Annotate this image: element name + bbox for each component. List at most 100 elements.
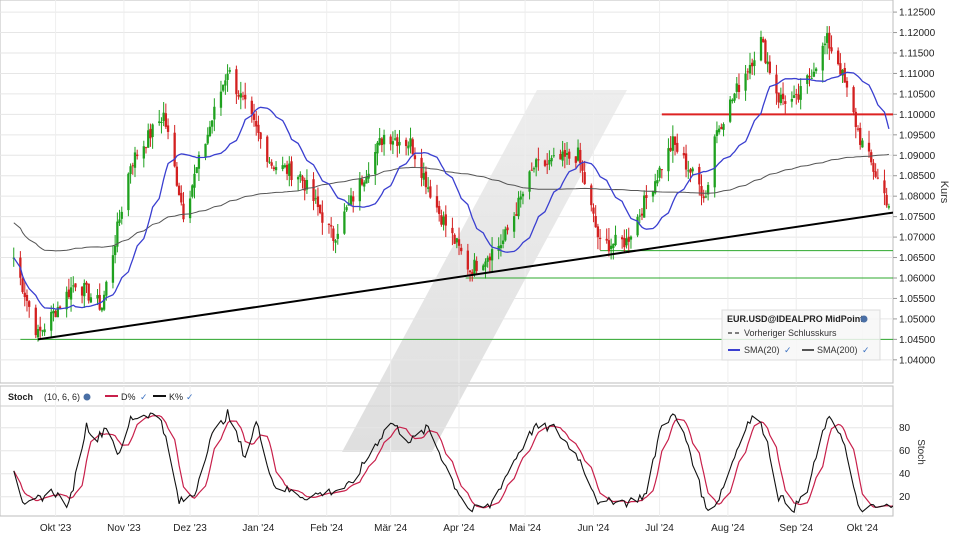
candle-body <box>65 291 68 310</box>
candle-body <box>460 247 463 252</box>
candle-body <box>283 165 287 168</box>
candle-body <box>810 78 813 80</box>
price-tick-label: 1.12000 <box>899 28 936 39</box>
candle-body <box>195 167 198 174</box>
candle-body <box>528 171 531 192</box>
candle-body <box>244 94 247 100</box>
candle-body <box>779 94 782 104</box>
price-tick-label: 1.07500 <box>899 212 936 223</box>
candle-body <box>651 191 655 197</box>
candle-body <box>87 283 90 301</box>
candle-body <box>219 91 223 108</box>
stoch-settings-icon[interactable] <box>83 393 91 401</box>
candle-body <box>23 292 26 298</box>
price-tick-label: 1.10000 <box>899 110 936 121</box>
stoch-d-line <box>13 415 893 509</box>
candle-body <box>413 155 417 160</box>
candle-body <box>457 239 461 246</box>
candle-body <box>352 196 355 202</box>
candle-body <box>378 138 381 145</box>
candle-body <box>235 69 238 95</box>
candle-body <box>885 194 888 206</box>
candle-body <box>579 149 582 164</box>
candle-body <box>515 214 518 216</box>
candle-body <box>360 179 364 185</box>
candle-body <box>345 207 348 211</box>
candle-body <box>592 207 595 214</box>
candle-body <box>133 152 137 168</box>
candle-body <box>812 71 816 77</box>
candle-body <box>581 162 584 171</box>
candle-body <box>669 147 672 151</box>
candle-body <box>550 157 553 162</box>
candle-body <box>623 238 626 248</box>
legend-sma20-check-icon[interactable]: ✓ <box>784 345 792 355</box>
candle-body <box>684 153 688 170</box>
sma200-line <box>13 153 889 252</box>
candle-body <box>706 184 710 195</box>
stoch-grid <box>0 427 893 498</box>
stoch-tick-label: 40 <box>899 469 911 480</box>
candle-body <box>874 171 877 177</box>
legend-sma200-check-icon[interactable]: ✓ <box>862 345 870 355</box>
candle-body <box>438 205 441 214</box>
candle-body <box>548 159 551 165</box>
candle-body <box>837 50 840 65</box>
candle-body <box>365 177 368 184</box>
candle-body <box>733 93 736 101</box>
candle-body <box>129 166 132 175</box>
candle-body <box>41 330 44 332</box>
candle-body <box>409 138 412 147</box>
candle-body <box>535 159 538 168</box>
candle-body <box>393 138 397 140</box>
candle-body <box>861 140 864 148</box>
candle-body <box>28 301 31 307</box>
candle-body <box>316 196 320 208</box>
candle-body <box>455 238 458 243</box>
candle-body <box>543 160 547 166</box>
candle-body <box>484 261 487 267</box>
price-axis-label: Kurs <box>938 181 950 204</box>
candle-body <box>305 179 309 190</box>
candle-body <box>301 176 304 181</box>
candle-body <box>854 111 857 128</box>
candle-body <box>876 177 879 179</box>
candle-body <box>700 185 703 196</box>
candle-body <box>327 223 331 225</box>
candle-body <box>149 128 152 139</box>
date-tick-label: Okt '24 <box>847 523 879 534</box>
candle-body <box>180 192 183 203</box>
stoch-header: Stoch (10, 6, 6) D% ✓ K% ✓ <box>8 392 194 402</box>
candle-body <box>332 228 335 241</box>
legend-sma20: SMA(20) <box>744 345 780 355</box>
candle-body <box>667 148 670 172</box>
candle-body <box>870 152 873 163</box>
candle-body <box>266 136 269 162</box>
candle-body <box>173 132 176 167</box>
candle-body <box>111 255 115 283</box>
stoch-d-check-icon[interactable]: ✓ <box>140 392 148 402</box>
candle-body <box>781 93 785 100</box>
candle-body <box>717 128 721 133</box>
candle-body <box>687 170 690 172</box>
candle-body <box>330 225 333 227</box>
legend-settings-icon[interactable] <box>860 315 868 323</box>
candle-body <box>629 236 633 240</box>
candle-body <box>768 61 771 73</box>
candle-body <box>676 142 679 152</box>
candle-body <box>270 162 273 166</box>
candle-body <box>363 182 366 187</box>
candle-body <box>530 169 533 171</box>
date-tick-label: Dez '23 <box>173 523 207 534</box>
candle-body <box>440 215 443 225</box>
candle-body <box>222 84 225 91</box>
candle-body <box>210 120 214 127</box>
candle-body <box>583 172 586 185</box>
candle-body <box>488 256 492 261</box>
legend-prev-close: Vorheriger Schlusskurs <box>744 328 837 338</box>
stoch-k-check-icon[interactable]: ✓ <box>186 392 194 402</box>
candle-body <box>334 240 337 243</box>
candle-body <box>206 134 209 144</box>
candle-body <box>689 169 692 173</box>
candle-body <box>673 136 677 145</box>
